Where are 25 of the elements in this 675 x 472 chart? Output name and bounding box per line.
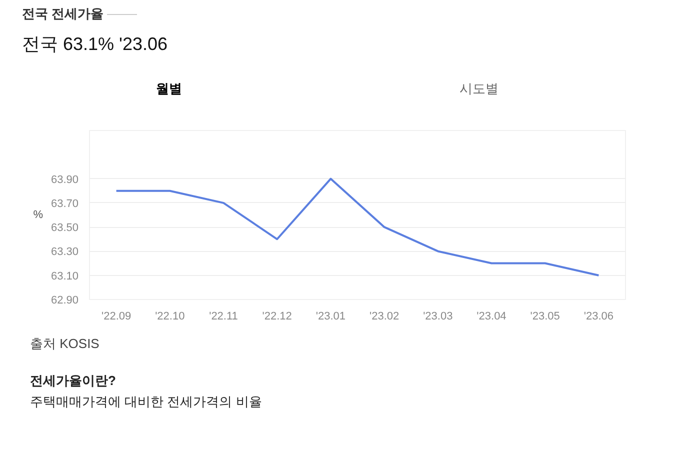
- y-tick-label: 63.10: [50, 270, 79, 282]
- source-note: 출처 KOSIS: [30, 335, 100, 353]
- x-tick-label: '23.01: [316, 310, 346, 322]
- y-tick-label: 63.90: [50, 174, 79, 186]
- x-tick-label: '22.10: [155, 310, 185, 322]
- x-tick-label: '23.04: [476, 310, 506, 322]
- chart-subtitle: 전국 63.1% '23.06: [22, 32, 168, 56]
- y-tick-label: 62.90: [50, 294, 79, 306]
- chart-title: 전국 전세가율: [22, 5, 105, 23]
- x-tick-label: '22.09: [101, 310, 132, 322]
- y-axis-title: %: [33, 209, 44, 221]
- y-tick-label: 63.50: [50, 222, 79, 234]
- y-tick-label: 63.30: [50, 246, 79, 258]
- x-tick-label: '22.11: [209, 310, 238, 322]
- y-tick-label: 63.70: [50, 198, 79, 210]
- x-tick-label: '23.05: [530, 310, 560, 322]
- x-tick-label: '23.03: [423, 310, 453, 322]
- text: 시도별: [458, 80, 500, 98]
- x-tick-label: '23.02: [369, 310, 400, 322]
- text: 주택매매가격에 대비한 전세가격의 비율: [30, 393, 262, 412]
- text: 월별: [155, 80, 183, 98]
- x-tick-label: '23.06: [584, 310, 614, 322]
- line-series: [115, 178, 600, 276]
- x-tick-label: '22.12: [262, 310, 292, 322]
- text: 전세가율이란?: [30, 372, 117, 390]
